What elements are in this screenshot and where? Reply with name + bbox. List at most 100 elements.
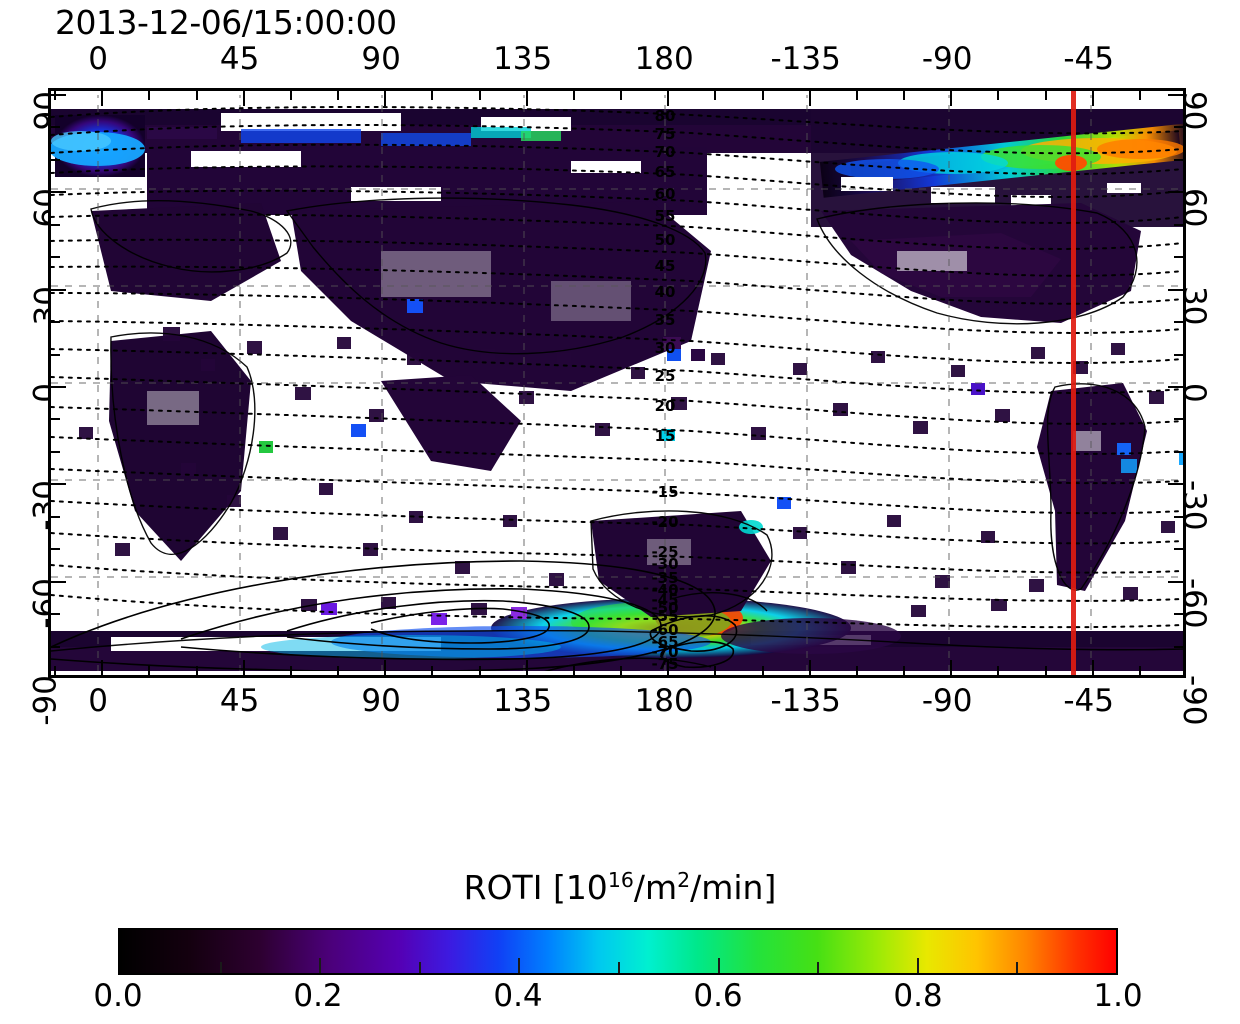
svg-text:50: 50 xyxy=(655,231,676,249)
y-tick-mark-left xyxy=(51,126,60,129)
x-tick-mark-bottom xyxy=(855,666,858,675)
x-tick-label-bottom: 90 xyxy=(361,683,401,719)
page-title: 2013-12-06/15:00:00 xyxy=(55,3,397,42)
x-tick-mark-top xyxy=(997,91,1000,100)
x-tick-mark-bottom xyxy=(950,660,953,675)
x-tick-mark-bottom xyxy=(148,666,151,675)
x-tick-label-top: 90 xyxy=(361,41,401,77)
x-tick-mark-bottom xyxy=(1138,666,1141,675)
y-tick-label-right: -30 xyxy=(1176,480,1212,531)
colorbar-title-suffix: /min] xyxy=(690,868,777,907)
x-tick-mark-bottom xyxy=(431,666,434,675)
x-tick-mark-top xyxy=(667,91,670,106)
svg-text:65: 65 xyxy=(655,163,676,181)
x-tick-label-bottom: 0 xyxy=(88,683,109,719)
svg-text:80: 80 xyxy=(655,107,676,125)
svg-text:-30: -30 xyxy=(651,555,678,573)
x-tick-label-bottom: -90 xyxy=(921,683,973,719)
colorbar-tick-mark xyxy=(618,962,620,973)
svg-text:-35: -35 xyxy=(651,569,678,587)
y-tick-mark-right xyxy=(1168,386,1183,388)
y-tick-mark-right xyxy=(1168,580,1183,583)
contour-labels: 80 75 70 65 60 55 50 45 40 35 30 25 20 1… xyxy=(651,107,678,673)
roti-data-cells xyxy=(51,109,1183,675)
svg-text:40: 40 xyxy=(655,283,676,301)
svg-text:-75: -75 xyxy=(651,655,678,673)
colorbar-tick-mark xyxy=(219,962,222,973)
x-tick-mark-top xyxy=(337,91,339,100)
y-tick-mark-right xyxy=(1174,353,1183,356)
svg-text:-40: -40 xyxy=(651,581,678,599)
x-tick-mark-top xyxy=(195,91,198,100)
colorbar-tick-labels: 0.0 0.2 0.4 0.6 0.8 1.0 xyxy=(0,978,1240,1018)
x-tick-mark-bottom xyxy=(289,666,292,675)
svg-text:35: 35 xyxy=(655,311,676,329)
x-tick-mark-top xyxy=(525,91,528,106)
colorbar-tick-label: 0.4 xyxy=(493,978,543,1014)
x-tick-label-top: -135 xyxy=(770,41,841,77)
x-tick-mark-top xyxy=(289,91,292,100)
y-tick-mark-left xyxy=(51,450,60,453)
y-axis-labels-left: 90 60 30 0 -30 -60 -90 xyxy=(0,88,64,726)
y-tick-label-right: 90 xyxy=(1176,91,1212,131)
geomagnetic-latitude-contours xyxy=(51,106,1183,629)
y-tick-mark-right xyxy=(1168,191,1183,194)
svg-text:70: 70 xyxy=(655,143,676,161)
x-tick-mark-bottom xyxy=(478,666,481,675)
x-tick-mark-top xyxy=(384,91,387,106)
x-tick-mark-bottom xyxy=(525,660,528,675)
y-tick-mark-left xyxy=(51,515,60,518)
y-tick-mark-right xyxy=(1174,126,1183,129)
colorbar-tick-mark xyxy=(418,962,421,973)
x-tick-label-top: -90 xyxy=(921,41,973,77)
map-plot-area[interactable]: 80 75 70 65 60 55 50 45 40 35 30 25 20 1… xyxy=(48,88,1186,678)
colorbar-title-mid: /m xyxy=(633,868,678,907)
y-tick-mark-left xyxy=(51,418,60,421)
x-tick-mark-bottom xyxy=(903,666,905,675)
y-tick-mark-right xyxy=(1174,548,1183,551)
svg-text:75: 75 xyxy=(655,125,676,143)
y-tick-mark-left xyxy=(51,256,60,259)
x-tick-mark-bottom xyxy=(997,666,1000,675)
y-tick-mark-left xyxy=(51,613,60,616)
x-tick-mark-top xyxy=(950,91,953,106)
x-tick-mark-top xyxy=(101,91,104,106)
y-tick-mark-left xyxy=(51,223,60,226)
colorbar[interactable] xyxy=(118,928,1118,975)
colorbar-tick-label: 0.0 xyxy=(93,978,143,1014)
x-tick-label-bottom: 180 xyxy=(634,683,694,719)
x-tick-label-top: 180 xyxy=(634,41,694,77)
y-tick-mark-right xyxy=(1168,288,1183,291)
y-tick-mark-left xyxy=(51,94,66,96)
x-tick-mark-bottom xyxy=(384,660,387,675)
x-tick-mark-bottom xyxy=(195,666,198,675)
svg-text:-25: -25 xyxy=(651,543,678,561)
colorbar-tick-label: 0.8 xyxy=(893,978,943,1014)
y-tick-mark-right xyxy=(1174,256,1183,259)
colorbar-tick-label: 0.2 xyxy=(293,978,343,1014)
x-tick-label-top: 135 xyxy=(493,41,553,77)
y-tick-mark-left xyxy=(51,191,66,194)
colorbar-title-exponent-2: 2 xyxy=(677,868,691,892)
x-tick-mark-top xyxy=(148,91,151,100)
x-tick-mark-top xyxy=(855,91,858,100)
y-tick-mark-right xyxy=(1174,158,1183,161)
svg-text:20: 20 xyxy=(655,397,676,415)
x-tick-label-bottom: 135 xyxy=(493,683,553,719)
x-tick-label-bottom: -45 xyxy=(1063,683,1114,719)
x-tick-mark-bottom xyxy=(714,666,717,675)
svg-text:-60: -60 xyxy=(651,621,678,639)
y-tick-mark-right xyxy=(1174,450,1183,453)
svg-text:-55: -55 xyxy=(651,607,678,625)
x-tick-mark-bottom xyxy=(620,666,622,675)
svg-text:-50: -50 xyxy=(651,599,678,617)
x-tick-mark-bottom xyxy=(242,660,245,675)
y-tick-mark-left xyxy=(51,353,60,356)
x-tick-mark-top xyxy=(714,91,717,100)
svg-text:25: 25 xyxy=(655,367,676,385)
northern-auroral-oval xyxy=(811,109,1183,227)
y-tick-mark-left xyxy=(51,645,60,648)
svg-text:-20: -20 xyxy=(651,513,678,531)
svg-text:15: 15 xyxy=(655,427,676,445)
